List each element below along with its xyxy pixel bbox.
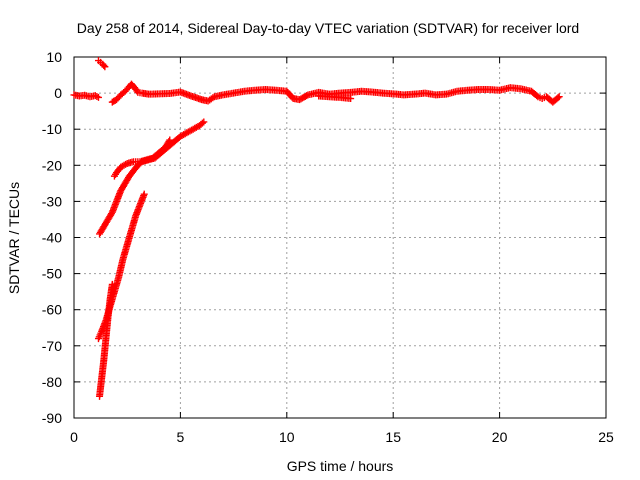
data-point — [108, 280, 116, 288]
data-point — [347, 95, 355, 103]
x-tick-label: 0 — [70, 429, 78, 445]
y-tick-label: -70 — [42, 338, 62, 354]
x-tick-label: 20 — [492, 429, 508, 445]
data-point — [200, 118, 208, 126]
x-axis-label: GPS time / hours — [287, 458, 394, 474]
trail-marker — [303, 92, 311, 100]
trail-marker — [93, 93, 101, 101]
y-tick-label: -40 — [42, 230, 62, 246]
x-tick-label: 25 — [598, 429, 614, 445]
y-tick-label: -80 — [42, 374, 62, 390]
data-series — [110, 136, 174, 180]
data-points — [70, 57, 563, 400]
data-series — [96, 280, 116, 400]
y-tick-label: 0 — [54, 85, 62, 101]
data-series — [94, 57, 109, 71]
data-series — [94, 190, 148, 343]
trail-marker — [100, 61, 108, 69]
y-tick-label: -60 — [42, 302, 62, 318]
y-tick-label: -50 — [42, 266, 62, 282]
y-tick-label: -90 — [42, 410, 62, 426]
x-tick-labels: 0 5 10 15 20 25 — [70, 429, 614, 445]
data-point — [101, 63, 109, 71]
y-tick-label: -30 — [42, 193, 62, 209]
y-tick-labels: 10 0 -10 -20 -30 -40 -50 -60 -70 -80 -90 — [42, 49, 62, 426]
trail-marker — [165, 137, 173, 145]
x-tick-label: 15 — [385, 429, 401, 445]
y-tick-label: -20 — [42, 157, 62, 173]
data-point — [166, 136, 174, 144]
data-point — [140, 190, 148, 198]
data-series — [96, 118, 208, 238]
chart-title: Day 258 of 2014, Sidereal Day-to-day VTE… — [77, 20, 579, 36]
y-axis-label: SDTVAR / TECUs — [6, 182, 22, 294]
x-tick-label: 10 — [279, 429, 295, 445]
trail-marker — [122, 160, 130, 168]
data-point — [555, 93, 563, 101]
x-tick-label: 5 — [177, 429, 185, 445]
grid — [74, 57, 606, 418]
data-series — [108, 80, 563, 106]
trail-marker — [554, 94, 562, 102]
y-tick-label: -10 — [42, 121, 62, 137]
trail-marker — [198, 119, 206, 127]
y-tick-label: 10 — [46, 49, 62, 65]
data-series — [70, 91, 102, 101]
data-point — [94, 93, 102, 101]
data-series — [315, 92, 355, 103]
trail-marker — [209, 94, 217, 102]
